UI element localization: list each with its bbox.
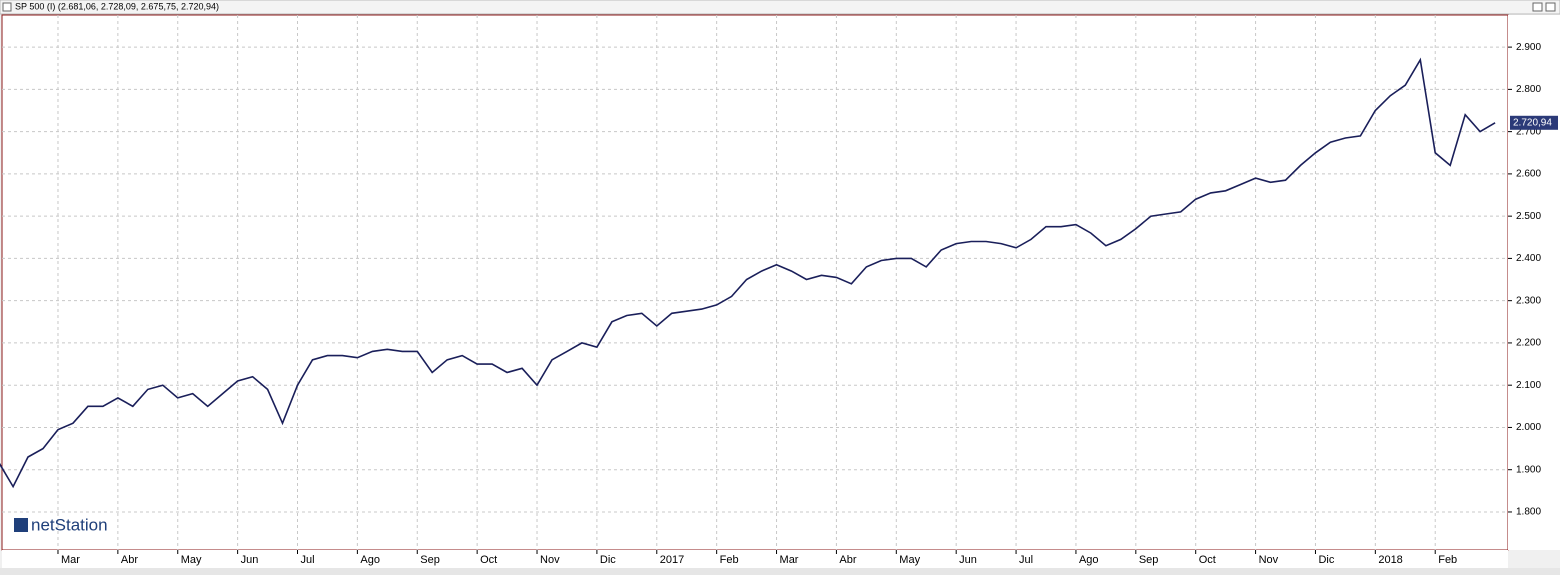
last-value-label: 2.720,94: [1513, 117, 1552, 128]
title-bar: [0, 0, 1560, 15]
x-tick-label: 2017: [660, 554, 684, 566]
y-tick-label: 2.800: [1516, 84, 1541, 95]
x-tick-label: Nov: [540, 554, 560, 566]
chart-title: SP 500 (I) (2.681,06, 2.728,09, 2.675,75…: [15, 1, 219, 11]
x-axis-area: [2, 550, 1508, 568]
x-tick-label: Dic: [600, 554, 616, 566]
y-tick-label: 2.200: [1516, 338, 1541, 349]
x-tick-label: Sep: [420, 554, 440, 566]
x-tick-label: 2018: [1378, 554, 1402, 566]
x-tick-label: Oct: [1199, 554, 1216, 566]
x-tick-label: May: [181, 554, 202, 566]
toolbar: [0, 568, 1560, 575]
y-tick-label: 2.500: [1516, 211, 1541, 222]
x-tick-label: Mar: [780, 554, 799, 566]
x-tick-label: Jul: [1019, 554, 1033, 566]
x-tick-label: Dic: [1318, 554, 1334, 566]
x-tick-label: Jun: [959, 554, 977, 566]
window-icon: [2, 2, 12, 12]
plot-area: [1, 14, 1509, 551]
y-tick-label: 2.600: [1516, 169, 1541, 180]
x-tick-label: Ago: [1079, 554, 1099, 566]
y-tick-label: 2.400: [1516, 253, 1541, 264]
minimize-button[interactable]: [1532, 2, 1543, 12]
price-line: [0, 57, 1496, 489]
x-tick-label: Abr: [839, 554, 856, 566]
y-tick-label: 2.700: [1516, 126, 1541, 137]
logo: netStation: [14, 515, 108, 534]
x-tick-label: Ago: [360, 554, 380, 566]
x-tick-label: Feb: [1438, 554, 1457, 566]
maximize-button[interactable]: [1545, 2, 1556, 12]
y-axis-area: [1508, 15, 1560, 550]
logo-icon: [14, 518, 28, 532]
x-tick-label: Oct: [480, 554, 497, 566]
x-tick-label: Jul: [301, 554, 315, 566]
x-tick-label: Sep: [1139, 554, 1159, 566]
x-tick-label: May: [899, 554, 920, 566]
x-tick-label: Jun: [241, 554, 259, 566]
x-tick-label: Feb: [720, 554, 739, 566]
y-tick-label: 2.900: [1516, 42, 1541, 53]
x-tick-label: Mar: [61, 554, 80, 566]
y-tick-label: 1.800: [1516, 507, 1541, 518]
y-tick-label: 2.100: [1516, 380, 1541, 391]
x-tick-label: Nov: [1259, 554, 1279, 566]
y-tick-label: 2.000: [1516, 422, 1541, 433]
last-value-badge: [1510, 115, 1558, 130]
x-tick-label: Abr: [121, 554, 138, 566]
y-tick-label: 1.900: [1516, 464, 1541, 475]
y-tick-label: 2.300: [1516, 295, 1541, 306]
logo-text: netStation: [31, 515, 108, 534]
